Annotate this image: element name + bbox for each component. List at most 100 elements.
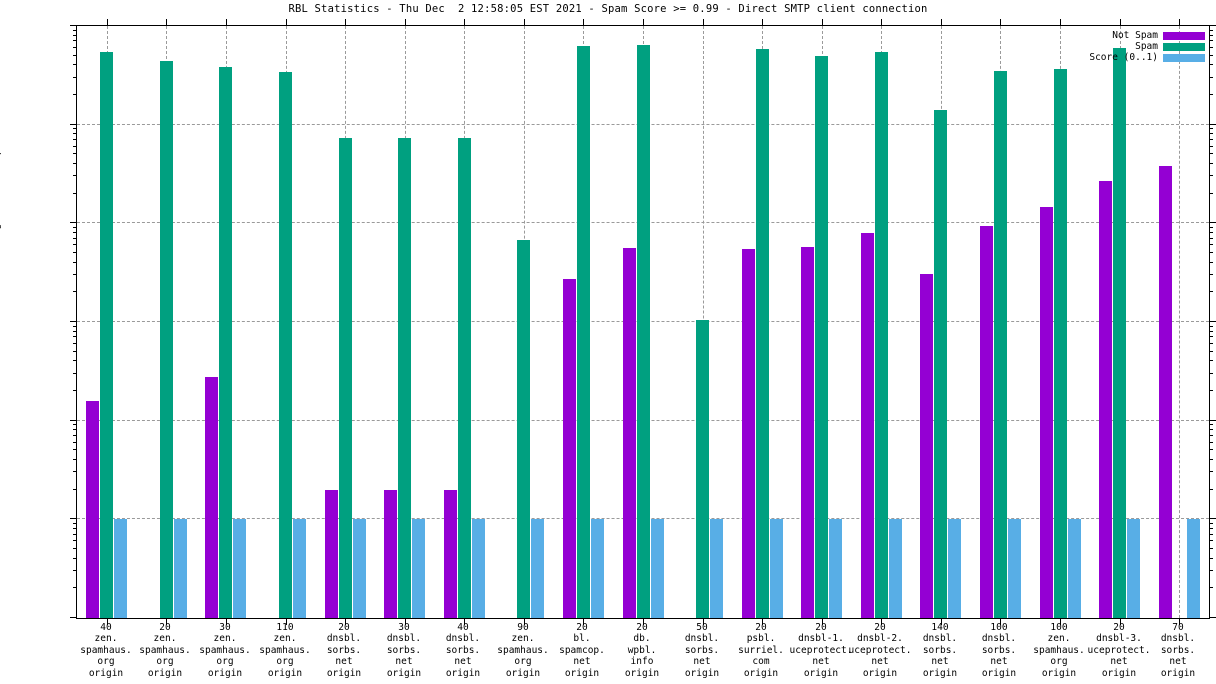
y-tick-minor xyxy=(1209,231,1213,233)
bar-not-spam xyxy=(742,249,755,618)
x-tick-mark xyxy=(345,618,346,625)
x-tick-mark xyxy=(1060,19,1061,26)
bar-score-0-1 xyxy=(1008,519,1021,618)
y-tick-minor xyxy=(73,54,77,56)
bar-not-spam xyxy=(801,247,814,618)
y-tick-minor xyxy=(73,441,77,443)
bar-score-0-1 xyxy=(1068,519,1081,618)
y-tick-minor xyxy=(1209,64,1213,66)
y-tick-minor xyxy=(1209,54,1213,56)
y-tick-minor xyxy=(73,342,77,344)
x-axis-group-label: 40 zen. spamhaus. org origin xyxy=(80,622,132,679)
x-tick-mark xyxy=(226,618,227,625)
y-tick-mark xyxy=(70,617,77,618)
x-axis-group-label: 90 zen. spamhaus. org origin xyxy=(497,622,549,679)
x-tick-mark xyxy=(524,19,525,26)
x-tick-mark xyxy=(524,618,525,625)
legend-color-swatch xyxy=(1163,53,1205,62)
bar-score-0-1 xyxy=(1127,519,1140,618)
x-axis-group-label: 20 dnsbl-3. uceprotect. net origin xyxy=(1087,622,1151,679)
plot-area: 1000001000010001001010.1 Not SpamSpamSco… xyxy=(70,19,1216,625)
bar-spam xyxy=(100,52,113,618)
y-tick-minor xyxy=(73,522,77,524)
y-tick-minor xyxy=(73,548,77,550)
y-tick-minor xyxy=(73,231,77,233)
y-tick-minor xyxy=(73,587,77,589)
y-tick-minor xyxy=(73,93,77,95)
y-tick-minor xyxy=(73,540,77,542)
y-tick-minor xyxy=(73,153,77,155)
y-tick-minor xyxy=(73,569,77,571)
bar-score-0-1 xyxy=(531,519,544,618)
y-tick-minor xyxy=(73,533,77,535)
y-tick-minor xyxy=(73,162,77,164)
y-tick-mark xyxy=(1209,222,1216,224)
y-tick-minor xyxy=(1209,261,1213,263)
chart-legend: Not Spam Spam Score (0..1) xyxy=(1089,30,1205,63)
legend-item: Not Spam xyxy=(1089,30,1205,41)
x-tick-mark xyxy=(762,618,763,625)
x-axis-group-label: 20 zen. spamhaus. org origin xyxy=(139,622,191,679)
bar-spam xyxy=(219,67,232,618)
bar-spam xyxy=(279,72,292,618)
x-axis-group-label: 20 bl. spamcop. net origin xyxy=(559,622,605,679)
y-tick-minor xyxy=(73,34,77,36)
y-tick-mark xyxy=(1209,518,1216,520)
x-tick-mark xyxy=(166,618,167,625)
bar-score-0-1 xyxy=(829,519,842,618)
bar-score-0-1 xyxy=(651,519,664,618)
bar-not-spam xyxy=(1099,181,1112,618)
x-tick-mark xyxy=(583,19,584,26)
y-tick-minor xyxy=(73,372,77,374)
y-tick-minor xyxy=(1209,557,1213,559)
y-tick-minor xyxy=(73,471,77,473)
x-tick-mark xyxy=(107,618,108,625)
y-tick-minor xyxy=(1209,548,1213,550)
bar-not-spam xyxy=(325,490,338,618)
x-tick-mark xyxy=(405,618,406,625)
y-tick-minor xyxy=(73,138,77,140)
y-tick-minor xyxy=(1209,192,1213,194)
y-tick-minor xyxy=(1209,429,1213,431)
y-tick-minor xyxy=(1209,350,1213,352)
bar-score-0-1 xyxy=(174,519,187,618)
y-tick-minor xyxy=(1209,226,1213,228)
bar-spam xyxy=(934,110,947,618)
bar-score-0-1 xyxy=(412,519,425,618)
bar-not-spam xyxy=(1040,207,1053,618)
x-tick-mark xyxy=(643,19,644,26)
x-tick-mark xyxy=(1179,618,1180,625)
bar-spam xyxy=(458,138,471,618)
x-tick-mark xyxy=(703,618,704,625)
x-axis-group-label: 20 db. wpbl. info origin xyxy=(624,622,660,679)
x-tick-mark xyxy=(1000,19,1001,26)
y-tick-minor xyxy=(73,252,77,254)
x-axis-group-label: 110 zen. spamhaus. org origin xyxy=(259,622,311,679)
x-axis-group-label: 140 dnsbl. sorbs. net origin xyxy=(922,622,958,679)
x-tick-mark xyxy=(107,19,108,26)
x-tick-mark xyxy=(226,19,227,26)
x-axis-group-label: 20 psbl. surriel. com origin xyxy=(738,622,784,679)
y-tick-mark xyxy=(70,518,77,520)
legend-item: Spam xyxy=(1089,41,1205,52)
x-axis-group-label: 20 dnsbl-1. uceprotect. net origin xyxy=(789,622,853,679)
bar-score-0-1 xyxy=(710,519,723,618)
y-tick-minor xyxy=(73,273,77,275)
y-tick-minor xyxy=(73,434,77,436)
y-tick-minor xyxy=(1209,76,1213,78)
y-tick-mark xyxy=(1209,321,1216,322)
bar-score-0-1 xyxy=(948,519,961,618)
y-tick-minor xyxy=(1209,522,1213,524)
bar-not-spam xyxy=(920,274,933,618)
y-tick-mark xyxy=(1209,419,1216,421)
y-tick-minor xyxy=(1209,342,1213,344)
y-tick-minor xyxy=(1209,372,1213,374)
y-tick-minor xyxy=(1209,46,1213,48)
bar-spam xyxy=(160,61,173,618)
x-tick-mark xyxy=(464,618,465,625)
y-tick-minor xyxy=(73,64,77,66)
y-tick-minor xyxy=(73,336,77,338)
y-tick-minor xyxy=(73,449,77,451)
x-axis-group-label: 100 dnsbl. sorbs. net origin xyxy=(981,622,1017,679)
y-tick-minor xyxy=(1209,488,1213,490)
